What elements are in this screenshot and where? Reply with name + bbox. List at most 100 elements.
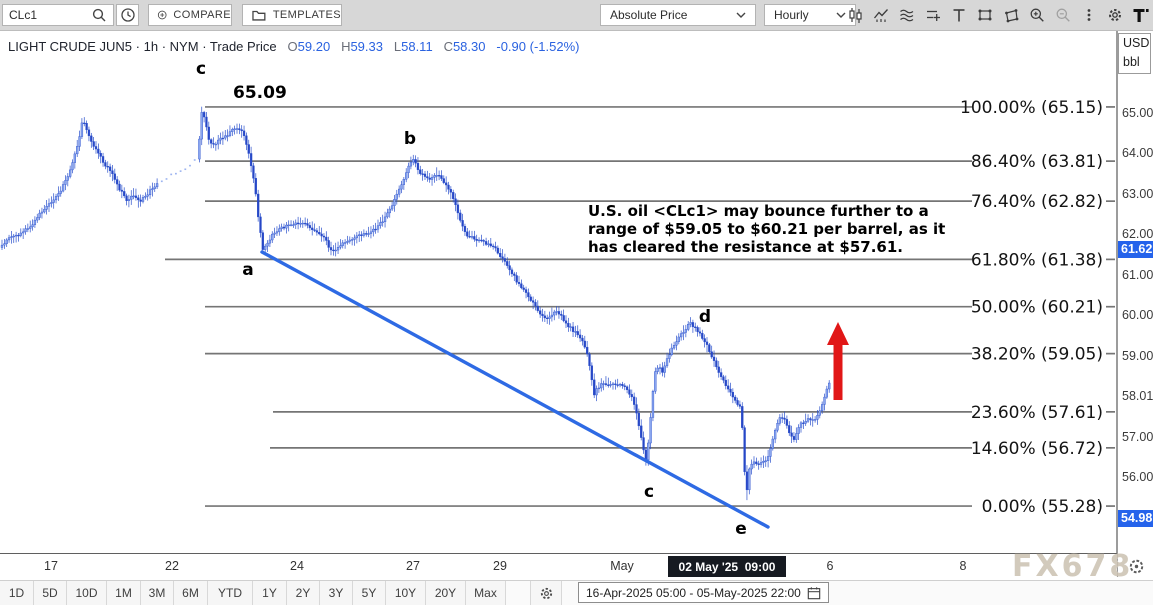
interval-select[interactable]: Hourly	[764, 4, 856, 26]
candle	[449, 189, 452, 193]
levels-tool-button[interactable]	[923, 6, 942, 25]
templates-button[interactable]: TEMPLATES	[242, 4, 342, 26]
time-axis[interactable]: 17 22 24 27 29 May 6 8	[0, 553, 1117, 580]
candle	[17, 234, 20, 237]
bottom-toolbar: 1D 5D 10D 1M 3M 6M YTD 1Y 2Y 3Y 5Y 10Y 20Y Max 16-Apr…	[0, 580, 1153, 605]
range-button-1d[interactable]: 1D	[0, 581, 34, 605]
range-button-6m[interactable]: 6M	[174, 581, 208, 605]
candle	[257, 193, 260, 218]
candlestick-style-button[interactable]	[845, 6, 864, 25]
range-button-3m[interactable]: 3M	[141, 581, 174, 605]
candle	[7, 237, 11, 241]
range-button-5y[interactable]: 5Y	[353, 581, 386, 605]
unit-box: USD bbl	[1118, 33, 1151, 74]
candle	[536, 305, 539, 311]
candle	[588, 353, 591, 366]
range-button-5d[interactable]: 5D	[34, 581, 67, 605]
indicator-button[interactable]	[871, 6, 890, 25]
trendline[interactable]	[260, 250, 770, 529]
zoom-out-button[interactable]	[1053, 6, 1072, 25]
wave-label[interactable]: c	[644, 482, 654, 502]
candle	[209, 139, 213, 144]
candle	[405, 172, 408, 180]
fib-label: 76.40% (62.82)	[971, 192, 1103, 212]
waves-tool-button[interactable]	[897, 6, 916, 25]
range-button-1m[interactable]: 1M	[107, 581, 141, 605]
peak-price-label[interactable]: 65.09	[233, 83, 287, 103]
range-button-ytd[interactable]: YTD	[208, 581, 253, 605]
wave-label[interactable]: d	[699, 307, 711, 327]
candle	[651, 391, 655, 418]
candle	[141, 197, 145, 202]
candle	[132, 195, 135, 197]
candle	[818, 410, 821, 416]
candle	[712, 356, 716, 361]
history-button[interactable]	[116, 4, 139, 26]
settings-button[interactable]	[1105, 6, 1124, 25]
candle	[743, 427, 746, 472]
zoom-in-button[interactable]	[1027, 6, 1046, 25]
candle	[781, 417, 784, 419]
candle	[266, 242, 269, 247]
candle	[348, 239, 351, 242]
candle	[259, 216, 262, 233]
candle	[806, 418, 810, 422]
symbol-search-input[interactable]: CLc1	[2, 4, 114, 26]
candle	[318, 232, 321, 235]
price-tick: 63.00	[1122, 186, 1153, 201]
polygon-tool-button[interactable]	[1001, 6, 1020, 25]
candle	[228, 131, 232, 136]
range-button-max[interactable]: Max	[466, 581, 506, 605]
candle	[78, 136, 81, 147]
candle	[466, 231, 469, 237]
candle	[550, 314, 554, 318]
range-button-2y[interactable]: 2Y	[287, 581, 320, 605]
candle	[708, 344, 711, 352]
range-button-10d[interactable]: 10D	[67, 581, 107, 605]
range-button-10y[interactable]: 10Y	[386, 581, 426, 605]
time-tick: 8	[959, 559, 967, 573]
candle	[261, 232, 264, 250]
up-arrow[interactable]	[827, 322, 849, 400]
wave-label[interactable]: e	[735, 519, 747, 539]
candle	[492, 245, 495, 248]
price-tick: 60.00	[1122, 308, 1153, 323]
candle	[661, 367, 664, 373]
wave-label[interactable]: c	[196, 59, 206, 79]
range-button-20y[interactable]: 20Y	[426, 581, 466, 605]
price-mode-select[interactable]: Absolute Price	[600, 4, 756, 26]
candle	[752, 461, 756, 465]
candle	[771, 438, 774, 449]
range-button-1y[interactable]: 1Y	[253, 581, 287, 605]
candle	[311, 227, 314, 230]
compare-button[interactable]: COMPARE	[148, 4, 232, 26]
indicator-icon	[873, 9, 888, 22]
candle	[802, 422, 805, 424]
candle	[47, 203, 51, 207]
range-settings-button[interactable]	[530, 581, 562, 605]
candle	[459, 212, 462, 221]
candle	[804, 421, 807, 424]
time-axis-settings-button[interactable]	[1128, 558, 1145, 580]
rectangle-tool-button[interactable]	[975, 6, 994, 25]
candle	[315, 230, 319, 233]
date-range-picker[interactable]: 16-Apr-2025 05:00 - 05-May-2025 22:00	[578, 582, 829, 603]
candle	[252, 165, 255, 179]
candle	[50, 202, 53, 204]
wave-label[interactable]: b	[404, 129, 416, 149]
price-axis[interactable]: USD bbl 65.00 64.00 63.00 62.00 61.00 60.00 59…	[1118, 30, 1153, 553]
candle	[440, 175, 443, 179]
candle	[717, 366, 720, 373]
range-button-3y[interactable]: 3Y	[320, 581, 353, 605]
candle	[797, 427, 800, 434]
more-menu-button[interactable]	[1079, 6, 1098, 25]
candle	[320, 233, 323, 237]
more-icon	[1087, 9, 1090, 21]
candle	[813, 419, 817, 421]
candle	[104, 162, 107, 167]
text-tool-button[interactable]	[949, 6, 968, 25]
candle	[574, 331, 577, 333]
wave-label[interactable]: a	[242, 260, 253, 280]
candle	[517, 281, 521, 284]
